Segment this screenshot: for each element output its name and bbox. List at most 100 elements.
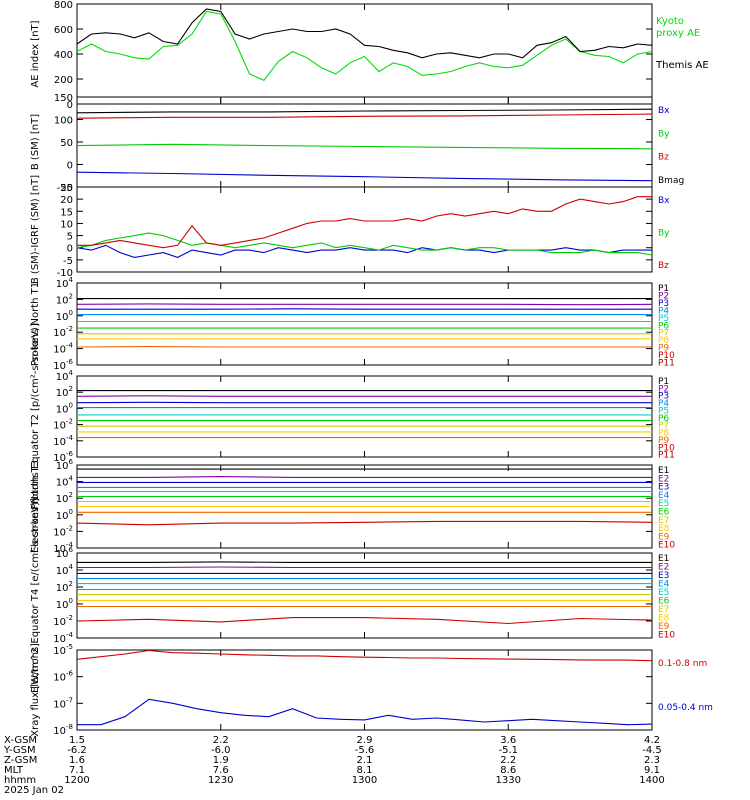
y-tick-label: 800 (54, 0, 73, 11)
series-line-E1 (77, 561, 652, 563)
row-label-Z-GSM: Z-GSM (4, 755, 37, 766)
y-tick-label: 10-6 (53, 670, 73, 684)
y-tick-label: 100 (56, 401, 73, 415)
y-tick-label: 0 (67, 244, 73, 255)
panel-frame (76, 375, 653, 458)
legend-label: E2 (658, 563, 669, 573)
legend-label: P10 (658, 443, 675, 453)
series-line-Kyoto proxy AE (76, 10, 653, 81)
y-tick-label: 200 (54, 75, 73, 86)
legend-label: E10 (658, 541, 675, 551)
x-tick-label: 7.6 (213, 765, 229, 776)
legend-label: proxy AE (656, 28, 700, 39)
panel-5: 104 102 100 10-2 10-4 10-6 Protons Equator T2 … (30, 323, 675, 510)
x-tick-label: 1.5 (69, 735, 85, 746)
legend-label: P10 (658, 351, 675, 361)
legend-label: P3 (658, 392, 669, 402)
y-tick-label: 100 (54, 116, 73, 127)
legend-label: P9 (658, 436, 669, 446)
legend-label: P5 (658, 314, 669, 324)
x-tick-label: -6.0 (211, 745, 231, 756)
panel-frame (76, 552, 653, 639)
y-tick-label: 100 (56, 508, 73, 522)
y-tick-label: 106 (56, 546, 74, 560)
y-tick-label: 10 (60, 219, 73, 230)
legend-label: Bz (658, 261, 669, 271)
legend-label: E8 (658, 524, 670, 534)
series-line-P2 (76, 303, 653, 306)
legend-label: E8 (658, 614, 670, 624)
legend-label: E1 (658, 554, 669, 564)
x-tick-label: 9.1 (644, 765, 660, 776)
y-tick-label: 50 (60, 138, 73, 149)
panel-frame (76, 186, 653, 273)
panel-2: 150 100 50 0 -50 B (SM) [nT] Bx By Bz Bmag (30, 93, 684, 194)
y-tick-label: 150 (54, 93, 73, 104)
series-line-E2 (77, 476, 652, 478)
y-tick-label: 10-4 (53, 541, 73, 555)
panel-6: 106 104 102 100 10-2 10-4 Electrons North T3 E1… (30, 458, 675, 555)
row-label-X-GSM: X-GSM (4, 735, 37, 746)
panel-7: 106 104 102 100 10-2 10-4 Electrons Equator T4… (30, 498, 675, 693)
legend-label: P6 (658, 321, 669, 331)
legend-label: P1 (658, 284, 669, 294)
y-tick-label: 100 (56, 597, 73, 611)
series-line-Bx (76, 244, 652, 258)
y-tick-label: 10-2 (53, 614, 73, 628)
y-axis-label: Electrons North T3 (30, 460, 41, 553)
y-axis-label: B (SM)-IGRF (SM) [nT] (30, 175, 41, 284)
legend-label: By (658, 129, 670, 139)
series-line-Themis AE (76, 8, 653, 59)
legend-label: E3 (658, 483, 669, 493)
series-line-Bx (76, 171, 653, 182)
legend-label: P5 (658, 406, 669, 416)
legend-label: E5 (658, 499, 669, 509)
x-tick-label: 1200 (64, 775, 89, 786)
y-tick-label: 10-2 (53, 325, 73, 339)
x-tick-label: 2.1 (357, 755, 373, 766)
series-line-Bz (77, 196, 652, 249)
y-tick-label: 104 (56, 563, 74, 577)
y-tick-label: 10-6 (53, 450, 73, 464)
y-tick-label: 25 (60, 183, 73, 194)
panel-frame (76, 282, 653, 366)
y-tick-label: 10-4 (53, 342, 73, 356)
legend-label: 0.1-0.8 nm (658, 659, 707, 669)
legend-label: E7 (658, 605, 669, 615)
y-tick-label: 102 (56, 292, 73, 306)
series-line-0.1-0.8 nm (76, 649, 653, 662)
y-tick-label: 102 (56, 580, 73, 594)
panel-frame (76, 3, 653, 105)
series-line-0.05-0.4 nm (77, 698, 653, 726)
x-tick-label: 1.9 (213, 755, 229, 766)
legend-label: P1 (658, 377, 669, 387)
date-label: 2025 Jan 02 (4, 785, 64, 796)
x-tick-label: 2.9 (357, 735, 373, 746)
x-tick-label: -5.6 (355, 745, 375, 756)
legend-label: P9 (658, 344, 669, 354)
y-axis-label: B (SM) [nT] (30, 114, 41, 170)
legend-label: E6 (658, 508, 670, 518)
legend-label: Bx (658, 196, 670, 206)
y-axis-label: Protons Equator T2 [p/(cm²-s-sr-keV)] (30, 323, 41, 510)
legend-label: P4 (658, 399, 669, 409)
legend-label: E4 (658, 491, 670, 501)
legend-label: Kyoto (656, 16, 684, 27)
y-tick-label: 104 (56, 475, 74, 489)
legend-label: P11 (658, 451, 675, 461)
y-tick-label: 106 (56, 458, 74, 472)
y-tick-label: -10 (57, 268, 73, 279)
legend-label: P8 (658, 336, 669, 346)
y-tick-label: 104 (56, 276, 74, 290)
y-tick-label: -50 (57, 183, 73, 194)
x-tick-label: 2.3 (644, 755, 660, 766)
series-line-By (76, 232, 653, 256)
x-tick-label: 8.1 (357, 765, 373, 776)
x-tick-label: -6.2 (67, 745, 87, 756)
legend-label: E1 (658, 466, 669, 476)
row-label-MLT: MLT (4, 765, 24, 776)
y-tick-label: 10-2 (53, 418, 73, 432)
x-tick-label: 4.2 (644, 735, 660, 746)
panel-8: 10-5 10-6 10-7 10-8 Xray flux [W/m^2] 0.1-0.8… (30, 643, 713, 737)
